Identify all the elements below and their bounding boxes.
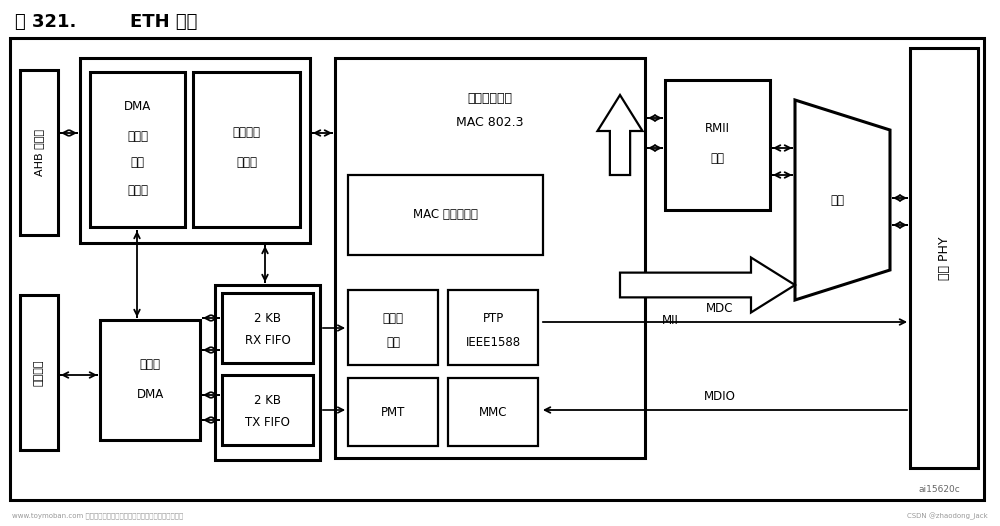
Text: PTP: PTP [482,311,504,325]
Bar [448,290,538,365]
Text: 总线矩阵: 总线矩阵 [34,359,44,386]
Text: IEEE1588: IEEE1588 [465,336,521,349]
Text: 介质访问控制: 介质访问控制 [468,92,512,105]
Text: RMII: RMII [705,122,730,135]
Bar [90,72,185,227]
Text: 图 321.: 图 321. [15,13,76,31]
Text: ai15620c: ai15620c [918,485,960,494]
Text: 外部 PHY: 外部 PHY [938,236,950,280]
Text: 寄存器: 寄存器 [127,184,148,197]
Text: 减荷: 减荷 [386,336,400,349]
Bar [910,48,978,468]
Bar [193,72,300,227]
Text: 以太网: 以太网 [140,359,160,371]
Bar [20,295,58,450]
Bar [222,293,313,363]
Polygon shape [620,258,795,312]
Text: 2 KB: 2 KB [254,393,281,407]
Bar [348,175,543,255]
Text: ETH 框图: ETH 框图 [130,13,197,31]
Text: 校验和: 校验和 [382,311,404,325]
Text: DMA: DMA [136,389,164,401]
Text: PMT: PMT [381,406,405,419]
Bar [10,38,984,500]
Bar [215,285,320,460]
Bar [348,290,438,365]
Text: MAC 802.3: MAC 802.3 [456,116,524,129]
Text: 接口: 接口 [710,151,724,165]
Text: www.toymoban.com 网络图片仅供展示，非存储，如有侵权请联系删除。: www.toymoban.com 网络图片仅供展示，非存储，如有侵权请联系删除。 [12,513,183,519]
Text: 状态: 状态 [130,156,144,168]
Text: AHB 从接口: AHB 从接口 [34,129,44,176]
Text: 控制与: 控制与 [127,130,148,144]
Text: MDC: MDC [706,301,734,315]
Text: 2 KB: 2 KB [254,311,281,325]
Polygon shape [795,100,890,300]
Bar [100,320,200,440]
Bar [448,378,538,446]
Bar [222,375,313,445]
Text: MMC: MMC [479,406,507,419]
Text: CSDN @zhaodong_jack: CSDN @zhaodong_jack [907,512,988,520]
Text: MDIO: MDIO [704,389,736,402]
Text: 选择: 选择 [830,194,844,207]
Text: DMA: DMA [124,100,151,114]
Text: MII: MII [662,313,678,327]
Bar [335,58,645,458]
Text: 寄存器: 寄存器 [236,156,257,168]
Bar [20,70,58,235]
Bar [80,58,310,243]
Text: RX FIFO: RX FIFO [245,335,290,348]
Polygon shape [598,95,642,175]
Text: 工作模式: 工作模式 [232,126,260,138]
Bar [348,378,438,446]
Bar [665,80,770,210]
Text: MAC 控制寄存器: MAC 控制寄存器 [413,208,478,221]
Text: TX FIFO: TX FIFO [245,417,290,430]
